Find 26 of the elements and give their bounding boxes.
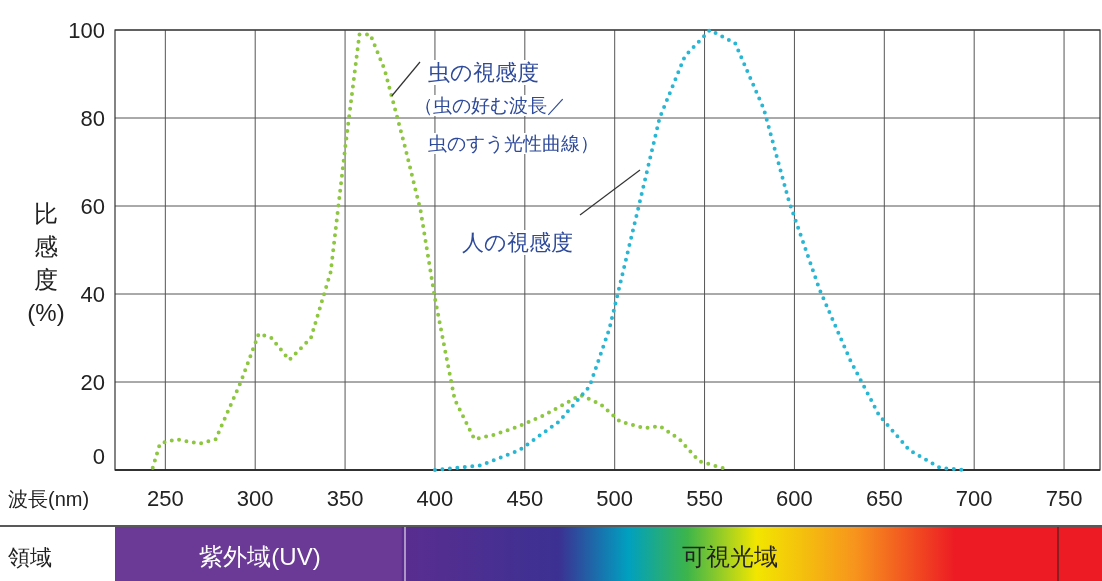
- x-axis-title: 波長(nm): [8, 488, 90, 510]
- x-tick-label: 450: [506, 486, 544, 511]
- y-tick-label: 60: [80, 194, 105, 219]
- y-tick-label: 80: [80, 106, 105, 131]
- text: 紫外域(UV): [199, 543, 321, 570]
- y-tick-label: 40: [80, 282, 105, 307]
- annotation: （虫の好む波長／: [414, 95, 566, 116]
- x-tick-label: 350: [326, 486, 364, 511]
- y-tick-label: 100: [68, 18, 105, 43]
- annotation: 虫の視感度: [428, 60, 539, 85]
- x-tick-label: 650: [865, 486, 903, 511]
- x-tick-label: 600: [776, 486, 813, 511]
- x-tick-label: 700: [955, 486, 993, 511]
- annotation: 人の視感度: [462, 230, 573, 255]
- x-tick-label: 250: [146, 486, 184, 511]
- x-tick-label: 300: [236, 486, 274, 511]
- y-axis-title: 比感度 (%): [27, 200, 65, 326]
- x-tick-label: 550: [686, 486, 723, 511]
- x-tick-label: 500: [596, 486, 634, 511]
- x-tick-label: 400: [416, 486, 454, 511]
- annotation: 虫のすう光性曲線）: [428, 133, 599, 154]
- text: 領域: [8, 545, 52, 570]
- y-tick-label: 20: [80, 370, 105, 395]
- text: 可視光域: [682, 543, 778, 570]
- y-tick-label: 0: [92, 444, 105, 469]
- x-tick-label: 750: [1045, 486, 1083, 511]
